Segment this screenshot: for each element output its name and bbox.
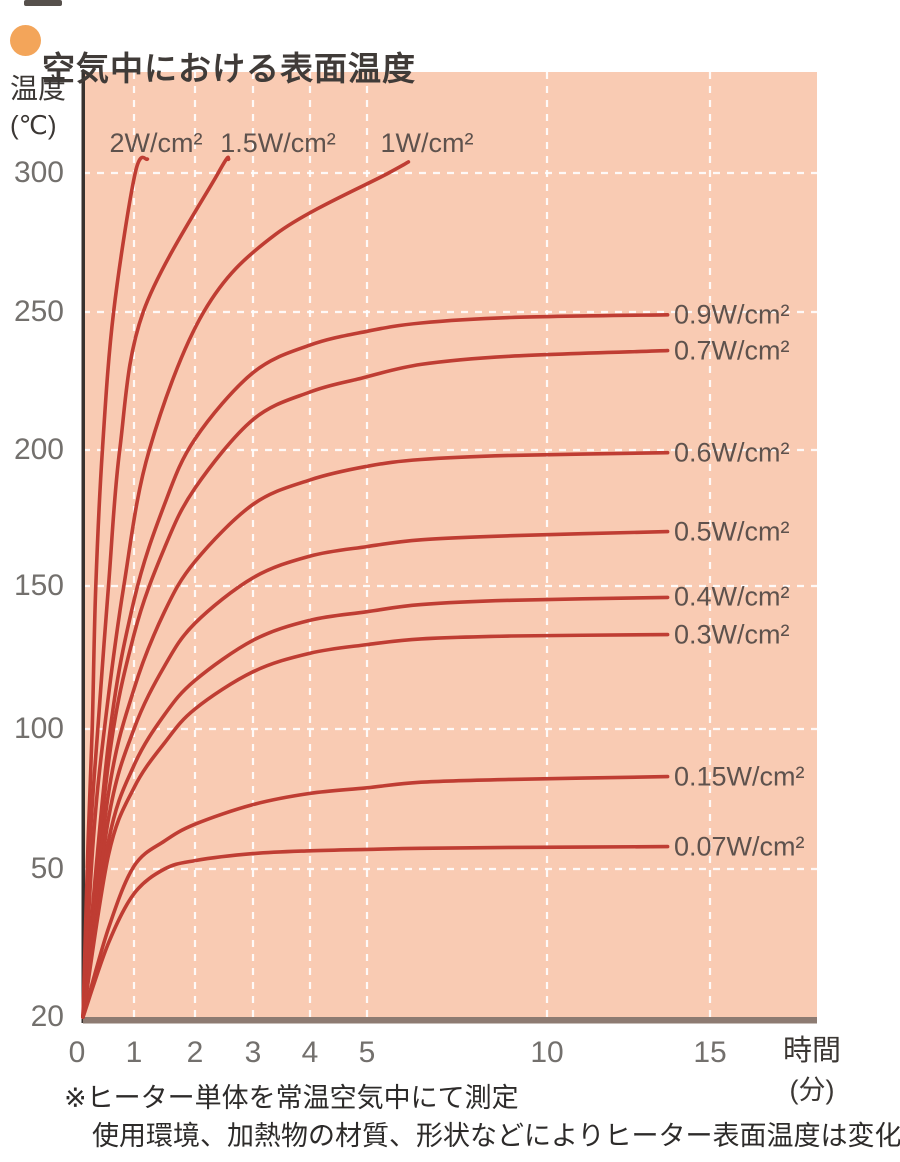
x-tick-label: 10 xyxy=(530,1036,564,1069)
y-axis-unit: (℃) xyxy=(10,110,57,140)
series-label: 1W/cm² xyxy=(380,128,474,158)
series-label: 0.5W/cm² xyxy=(674,516,790,547)
curve-2w-cm xyxy=(81,155,150,1019)
series-label: 0.15W/cm² xyxy=(674,761,805,792)
y-tick-label: 50 xyxy=(30,852,64,885)
y-axis-line xyxy=(81,70,85,1023)
series-label: 0.4W/cm² xyxy=(674,581,790,612)
series-label: 0.07W/cm² xyxy=(674,831,805,862)
scan-artifact xyxy=(24,0,62,6)
y-tick-label: 200 xyxy=(13,433,64,466)
x-tick-label: 15 xyxy=(693,1036,727,1069)
curve-0.6w-cm xyxy=(81,450,670,1019)
y-axis-label: 温度 xyxy=(10,73,67,104)
y-tick-label: 250 xyxy=(13,295,64,328)
x-tick-label: 0 xyxy=(68,1036,86,1069)
series-label: 0.7W/cm² xyxy=(674,335,790,366)
x-axis-label: 時間 xyxy=(782,1035,841,1067)
curve-1w-cm xyxy=(81,160,411,1019)
y-tick-label: 100 xyxy=(13,712,64,745)
footnote-measurement-condition: ※ヒーター単体を常温空気中にて測定 xyxy=(64,1083,519,1113)
x-axis-title: 時間 (分) xyxy=(766,1032,858,1110)
curve-0.5w-cm xyxy=(81,529,670,1019)
y-axis-title: 温度 (℃) xyxy=(10,70,66,144)
curve-0.9w-cm xyxy=(81,313,670,1019)
y-tick-label: 300 xyxy=(13,156,64,189)
series-label: 2W/cm² xyxy=(109,128,203,158)
x-tick-label: 3 xyxy=(244,1036,262,1069)
curve-0.7w-cm xyxy=(81,348,670,1019)
curve-0.4w-cm xyxy=(81,595,670,1019)
y-tick-label: 20 xyxy=(30,1000,64,1033)
y-tick-label: 150 xyxy=(13,569,64,602)
x-axis-line xyxy=(83,1017,817,1024)
curve-0.07w-cm xyxy=(81,844,670,1019)
title-bullet-icon xyxy=(10,25,41,56)
footnote-disclaimer: 使用環境、加熱物の材質、形状などによりヒーター表面温度は変化します。 xyxy=(92,1121,900,1151)
page-title: 空気中における表面温度 xyxy=(42,50,416,88)
x-tick-label: 4 xyxy=(301,1036,319,1069)
curve-0.3w-cm xyxy=(81,632,670,1019)
curve-1.5w-cm xyxy=(81,155,231,1019)
x-tick-label: 1 xyxy=(125,1036,143,1069)
series-label: 0.9W/cm² xyxy=(674,299,790,330)
x-tick-label: 5 xyxy=(358,1036,376,1069)
series-label: 0.6W/cm² xyxy=(674,437,790,468)
series-label: 1.5W/cm² xyxy=(220,128,336,158)
x-axis-unit: (分) xyxy=(789,1075,835,1105)
curve-0.15w-cm xyxy=(81,774,670,1019)
x-tick-label: 2 xyxy=(186,1036,204,1069)
series-label: 0.3W/cm² xyxy=(674,619,790,650)
